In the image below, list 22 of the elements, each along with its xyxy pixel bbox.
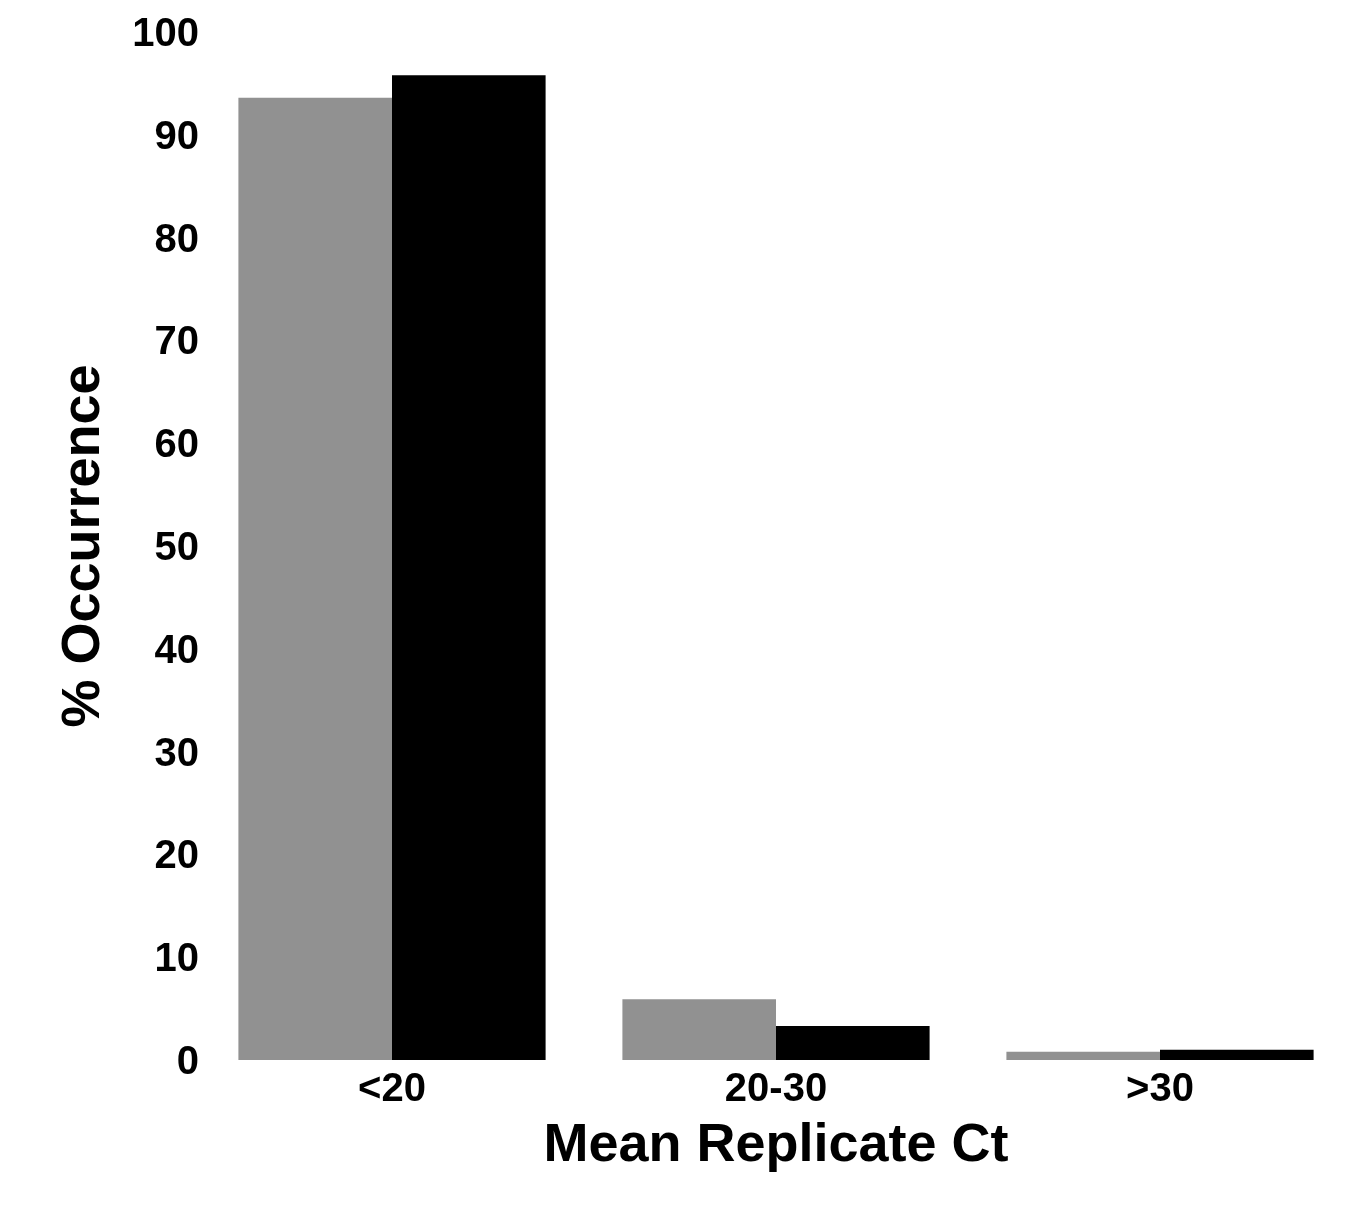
y-tick-label: 40 xyxy=(154,626,199,671)
y-tick-label: 30 xyxy=(154,729,199,774)
y-tick-label: 90 xyxy=(154,112,199,157)
bar xyxy=(776,1026,930,1060)
bar xyxy=(238,97,392,1060)
y-tick-label: 70 xyxy=(154,318,199,363)
y-tick-label: 80 xyxy=(154,215,199,260)
y-tick-label: 10 xyxy=(154,935,199,980)
x-tick-label: >30 xyxy=(1126,1065,1194,1109)
y-tick-label: 100 xyxy=(132,10,199,54)
y-tick-label: 0 xyxy=(176,1038,199,1082)
bar xyxy=(1160,1049,1314,1060)
x-tick-label: 20-30 xyxy=(724,1065,828,1109)
bar xyxy=(622,999,776,1060)
bar xyxy=(1006,1051,1160,1060)
y-tick-label: 50 xyxy=(154,524,199,568)
y-axis-title: % Occurrence xyxy=(49,364,110,728)
y-tick-label: 20 xyxy=(154,832,199,877)
bar xyxy=(392,75,546,1060)
x-tick-label: <20 xyxy=(358,1065,426,1109)
x-axis-title: Mean Replicate Ct xyxy=(543,1112,1009,1173)
y-tick-label: 60 xyxy=(154,421,199,466)
